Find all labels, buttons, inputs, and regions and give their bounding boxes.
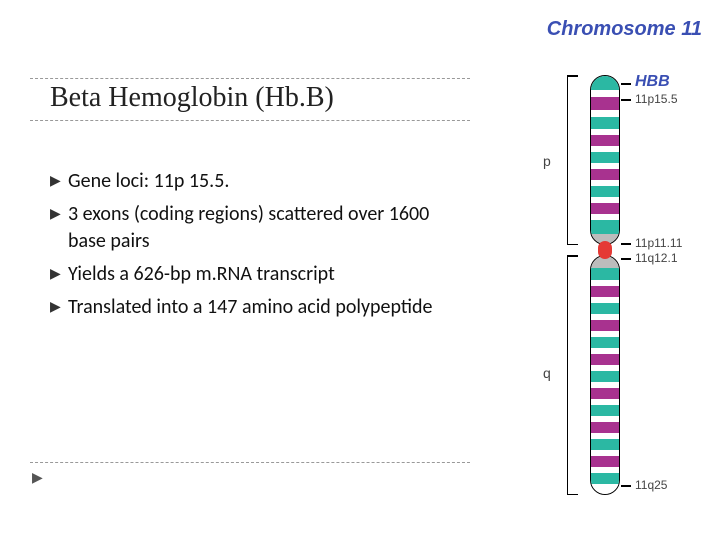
slide-title: Beta Hemoglobin (Hb.B) [50,82,334,114]
q-arm-label: q [543,365,551,381]
chromosome-band [591,303,619,314]
bullet-marker-icon: ▶ [50,298,68,317]
p-arm-label: p [543,153,551,169]
bullet-list: ▶Gene loci: 11p 15.5.▶3 exons (coding re… [50,168,450,327]
bullet-text: 3 exons (coding regions) scattered over … [68,201,450,255]
bullet-item: ▶Gene loci: 11p 15.5. [50,168,450,195]
chromosome-diagram: p q HBB11p15.511p11.1111q12.111q25 [495,55,675,515]
centromere [598,241,612,259]
locus-tick [621,99,631,101]
bullet-marker-icon: ▶ [50,205,68,224]
chromosome-band [591,186,619,197]
chromosome-band [591,320,619,331]
chromosome-band [591,388,619,399]
bullet-item: ▶3 exons (coding regions) scattered over… [50,201,450,255]
chromosome-band [591,169,619,180]
chromosome-band [591,110,619,117]
divider-bottom [30,462,470,463]
chromosome-band [591,220,619,234]
bullet-marker-icon: ▶ [50,265,68,284]
p-arm [590,75,620,245]
chromosome-band [591,268,619,280]
locus-label: 11q25 [635,478,667,492]
q-arm-brace [567,255,579,495]
bullet-marker-icon: ▶ [50,172,68,191]
stray-bullet-marker: ▶ [32,470,43,487]
chromosome-band [591,456,619,467]
chromosome-band [591,473,619,484]
chromosome-band [591,76,619,90]
locus-tick [621,258,631,260]
chromosome-band [591,117,619,129]
chromosome-band [591,422,619,433]
chromosome-band [591,371,619,382]
chromosome-band [591,203,619,214]
bullet-text: Gene loci: 11p 15.5. [68,168,450,195]
chromosome-band [591,97,619,110]
hbb-gene-label: HBB [635,73,670,91]
locus-tick [621,243,631,245]
chromosome-band [591,484,619,495]
chromosome-header-label: Chromosome 11 [547,18,702,41]
chromosome-band [591,354,619,365]
q-arm [590,255,620,495]
chromosome-band [591,405,619,416]
chromosome-band [591,286,619,297]
bullet-item: ▶Yields a 626-bp m.RNA transcript [50,261,450,288]
locus-label: 11p11.11 [635,236,682,250]
locus-tick [621,83,631,85]
p-arm-brace [567,75,579,245]
slide: Chromosome 11 Beta Hemoglobin (Hb.B) ▶Ge… [0,0,720,540]
divider-under-title [30,120,470,121]
chromosome-band [591,439,619,450]
bullet-item: ▶Translated into a 147 amino acid polype… [50,294,450,321]
bullet-text: Translated into a 147 amino acid polypep… [68,294,450,321]
chromosome-band [591,90,619,97]
locus-label: 11q12.1 [635,251,678,265]
locus-tick [621,485,631,487]
chromosome-band [591,135,619,146]
bullet-text: Yields a 626-bp m.RNA transcript [68,261,450,288]
chromosome-band [591,152,619,163]
ideogram [590,75,620,495]
locus-label: 11p15.5 [635,92,678,106]
chromosome-band [591,337,619,348]
divider-top [30,78,470,79]
